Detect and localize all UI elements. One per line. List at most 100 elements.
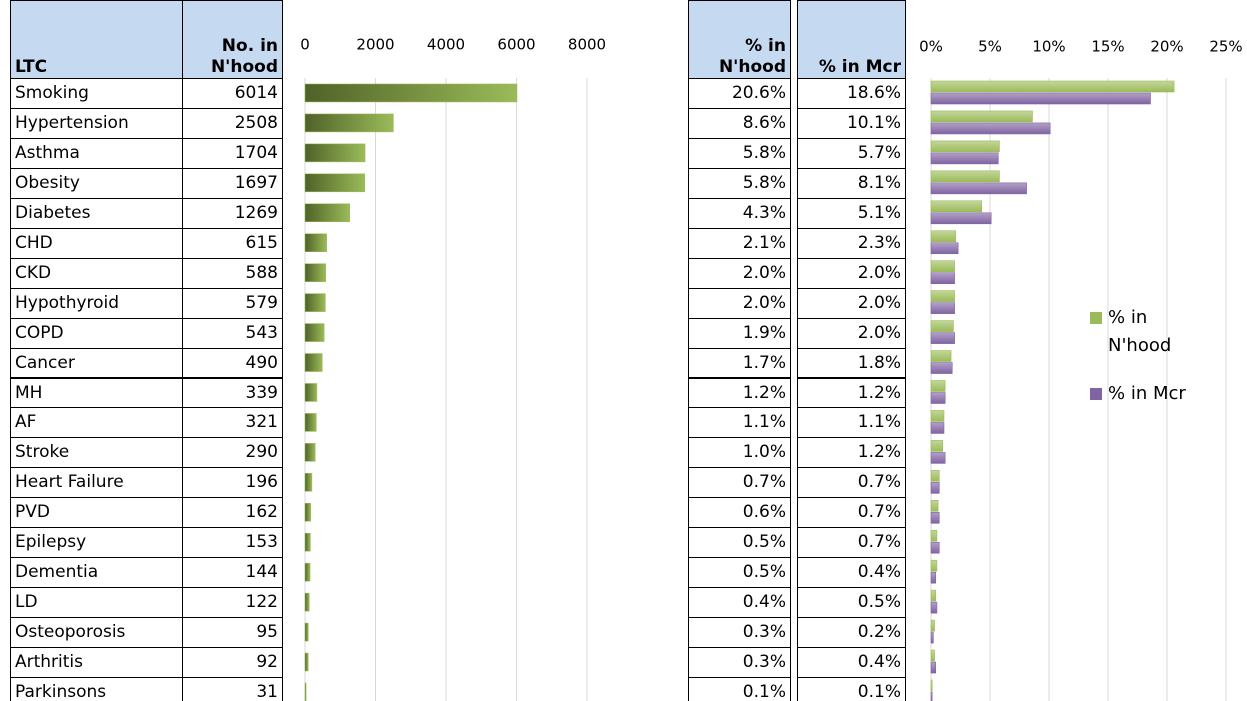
bar: [930, 302, 955, 314]
x-tick-label: 20%: [1150, 38, 1183, 56]
bar: [930, 511, 940, 524]
table-cell: 153: [182, 527, 283, 559]
table-cell: 8.1%: [797, 167, 906, 199]
table-cell: 2.0%: [797, 257, 906, 289]
table-cell: 0.5%: [797, 587, 906, 619]
table-cell: 0.4%: [797, 647, 906, 678]
bar: [930, 272, 955, 285]
bar: [930, 92, 1151, 105]
x-tick-label: 15%: [1091, 38, 1124, 56]
header-cell: No. in N'hood: [182, 0, 283, 79]
table-cell: 2.3%: [797, 227, 906, 259]
table-cell: Obesity: [10, 167, 183, 199]
bar: [930, 242, 959, 255]
bar: [930, 212, 992, 225]
table-cell: 1.1%: [797, 407, 906, 439]
table-cell: Diabetes: [10, 197, 183, 229]
header-cell: % in N'hood: [688, 0, 791, 79]
table-cell: 0.7%: [797, 527, 906, 559]
bar: [304, 473, 313, 492]
table-cell: 18.6%: [797, 78, 906, 109]
table-cell: 95: [182, 617, 283, 649]
table-cell: 1.2%: [797, 437, 906, 469]
table-cell: 339: [182, 377, 283, 409]
table-cell: 144: [182, 557, 283, 589]
bar: [930, 290, 955, 302]
table-cell: Cancer: [10, 347, 183, 379]
bar: [304, 203, 350, 223]
bar: [304, 233, 327, 252]
table-cell: 10.1%: [797, 107, 906, 139]
x-tick-label: 6000: [497, 36, 535, 54]
table-cell: 1.0%: [688, 437, 791, 469]
bar: [930, 631, 934, 644]
bar: [930, 619, 935, 632]
table-cell: COPD: [10, 317, 183, 349]
table-cell: 5.8%: [688, 167, 791, 199]
table-cell: Hypothyroid: [10, 287, 183, 319]
bar: [304, 383, 318, 402]
table-cell: 1.1%: [688, 407, 791, 439]
table-cell: 162: [182, 497, 283, 529]
table-cell: 2.0%: [797, 317, 906, 349]
bar: [930, 541, 940, 554]
bar: [930, 80, 1175, 93]
bar: [930, 571, 937, 584]
bar: [930, 601, 938, 614]
table-cell: Hypertension: [10, 107, 183, 139]
table-cell: 0.4%: [688, 587, 791, 619]
bar: [304, 562, 311, 582]
table-cell: 5.7%: [797, 137, 906, 169]
table-cell: 20.6%: [688, 78, 791, 109]
bar: [930, 170, 1000, 183]
table-cell: 196: [182, 467, 283, 499]
x-tick-label: 8000: [568, 36, 606, 54]
x-tick-label: 0: [300, 36, 310, 54]
bar: [304, 83, 518, 103]
table-cell: 0.6%: [688, 497, 791, 529]
bar: [304, 532, 311, 552]
bar: [304, 173, 366, 193]
bar: [304, 682, 307, 701]
bar: [930, 470, 940, 482]
table-cell: Asthma: [10, 137, 183, 169]
table-cell: 1.8%: [797, 347, 906, 379]
bar: [930, 182, 1027, 195]
bar: [930, 691, 933, 701]
bar: [930, 140, 1000, 153]
bar: [930, 320, 954, 332]
bar: [930, 110, 1033, 123]
bar: [304, 293, 326, 312]
header-cell: LTC: [10, 0, 183, 79]
table-cell: 1697: [182, 167, 283, 199]
table-cell: 1.7%: [688, 347, 791, 379]
table-cell: 290: [182, 437, 283, 469]
table-cell: 0.5%: [688, 557, 791, 589]
bar: [304, 113, 394, 133]
x-tick-label: 4000: [427, 36, 465, 54]
table-cell: Epilepsy: [10, 527, 183, 559]
bar: [930, 122, 1051, 135]
bar: [930, 452, 946, 464]
table-cell: 0.5%: [688, 527, 791, 559]
table-cell: Parkinsons: [10, 677, 183, 701]
table-cell: Dementia: [10, 557, 183, 589]
bar: [930, 482, 940, 494]
table-cell: CHD: [10, 227, 183, 259]
table-cell: 0.4%: [797, 557, 906, 589]
table-cell: Osteoporosis: [10, 617, 183, 649]
header-cell: % in Mcr: [797, 0, 906, 79]
table-cell: Heart Failure: [10, 467, 183, 499]
bar: [930, 260, 955, 273]
table-cell: 2.1%: [688, 227, 791, 259]
table-cell: 5.1%: [797, 197, 906, 229]
table-cell: AF: [10, 407, 183, 439]
bar: [930, 661, 937, 674]
table-cell: 490: [182, 347, 283, 379]
table-cell: 543: [182, 317, 283, 349]
legend-swatch: [1090, 312, 1102, 324]
bar: [304, 443, 316, 462]
table-cell: 92: [182, 647, 283, 678]
